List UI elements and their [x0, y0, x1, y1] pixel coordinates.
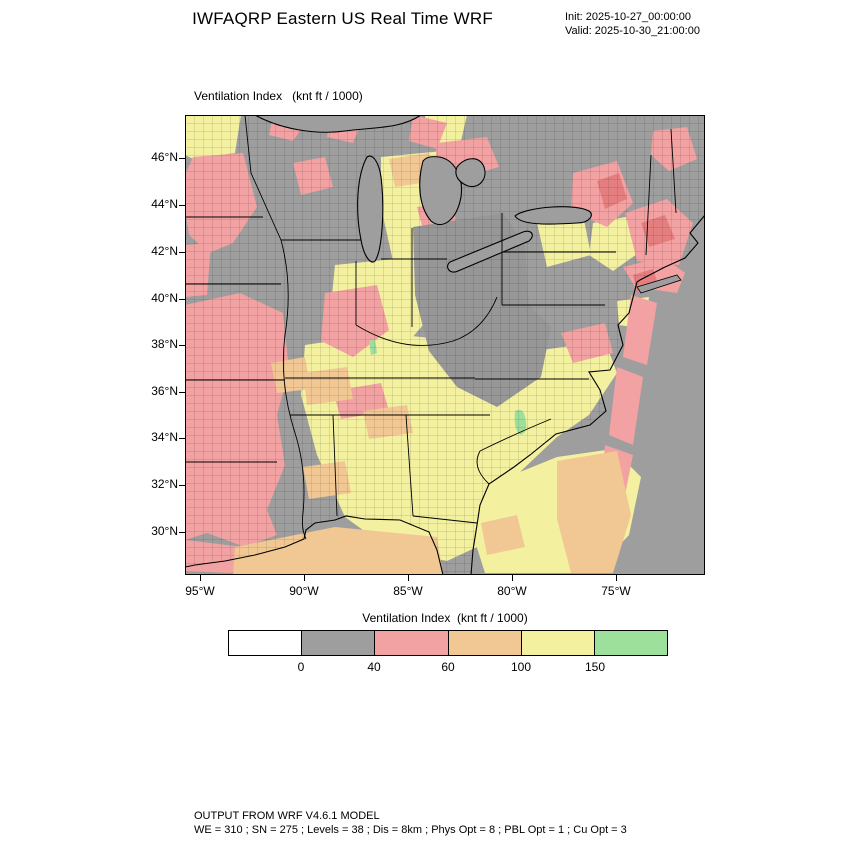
lon-label-80w: 80°W — [497, 584, 527, 598]
lat-tick — [179, 205, 185, 206]
coastline — [184, 214, 706, 576]
lat-label-34n: 34°N — [151, 430, 178, 444]
lon-label-75w: 75°W — [601, 584, 631, 598]
lon-tick — [512, 575, 513, 581]
lon-tick — [616, 575, 617, 581]
lake-michigan — [357, 155, 384, 263]
model-output-line: OUTPUT FROM WRF V4.6.1 MODEL — [194, 810, 380, 822]
state-borders — [185, 114, 677, 540]
colorbar-tick-40: 40 — [367, 660, 381, 674]
lon-tick — [200, 575, 201, 581]
lat-label-36n: 36°N — [151, 384, 178, 398]
lat-label-42n: 42°N — [151, 244, 178, 258]
lat-label-46n: 46°N — [151, 150, 178, 164]
lat-tick — [179, 299, 185, 300]
lake-huron — [419, 156, 463, 226]
colorbar-segment-tan — [448, 631, 522, 655]
lon-label-85w: 85°W — [393, 584, 423, 598]
lake-erie — [447, 230, 533, 273]
init-time: Init: 2025-10-27_00:00:00 — [565, 11, 691, 23]
lat-tick — [179, 392, 185, 393]
colorbar-segment-white — [229, 631, 303, 655]
valid-time: Valid: 2025-10-30_21:00:00 — [565, 25, 700, 37]
colorbar-segment-yellow — [521, 631, 595, 655]
lat-tick — [179, 252, 185, 253]
lat-label-30n: 30°N — [151, 524, 178, 538]
colorbar — [228, 630, 668, 656]
colorbar-tick-100: 100 — [510, 660, 532, 674]
lat-tick — [179, 345, 185, 346]
colorbar-tick-0: 0 — [297, 660, 305, 674]
colorbar-title: Ventilation Index (knt ft / 1000) — [362, 611, 528, 625]
model-config-line: WE = 310 ; SN = 275 ; Levels = 38 ; Dis … — [194, 824, 627, 836]
colorbar-segment-green — [594, 631, 668, 655]
lon-label-90w: 90°W — [289, 584, 319, 598]
colorbar-tick-150: 150 — [584, 660, 606, 674]
lon-tick — [408, 575, 409, 581]
colorbar-segment-gray — [302, 631, 376, 655]
map-frame — [185, 115, 705, 575]
lat-tick — [179, 158, 185, 159]
lat-label-32n: 32°N — [151, 477, 178, 491]
lon-label-95w: 95°W — [185, 584, 215, 598]
georgian-bay — [455, 158, 486, 188]
ventilation-index-map — [184, 114, 706, 576]
map-field-label: Ventilation Index (knt ft / 1000) — [194, 89, 363, 103]
colorbar-tick-60: 60 — [441, 660, 455, 674]
lat-label-40n: 40°N — [151, 291, 178, 305]
lat-tick — [179, 485, 185, 486]
map-canvas — [184, 114, 706, 576]
lat-tick — [179, 438, 185, 439]
lake-superior — [252, 114, 423, 133]
lat-label-44n: 44°N — [151, 197, 178, 211]
figure-title: IWFAQRP Eastern US Real Time WRF — [192, 9, 493, 28]
lon-tick — [304, 575, 305, 581]
great-lakes — [252, 114, 592, 273]
colorbar-segment-pink — [375, 631, 449, 655]
lat-tick — [179, 532, 185, 533]
lake-ontario — [514, 206, 592, 225]
lat-label-38n: 38°N — [151, 337, 178, 351]
long-island — [636, 274, 682, 294]
